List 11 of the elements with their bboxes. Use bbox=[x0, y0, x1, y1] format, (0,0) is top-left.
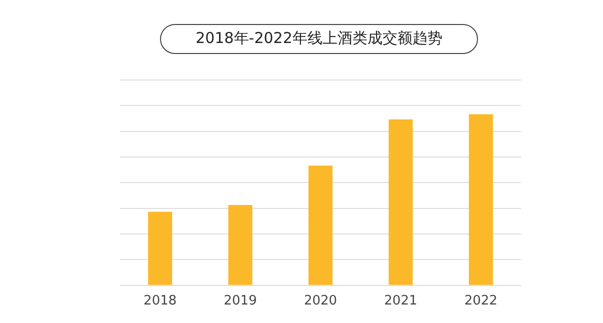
bar bbox=[148, 212, 172, 285]
x-tick-label: 2018 bbox=[144, 294, 177, 309]
chart-title: 2018年-2022年线上酒类成交额趋势 bbox=[160, 24, 478, 54]
x-tick-label: 2019 bbox=[224, 294, 257, 309]
bar bbox=[308, 166, 333, 285]
x-tick-label: 2021 bbox=[384, 294, 418, 309]
bar bbox=[228, 204, 252, 285]
bar bbox=[468, 114, 493, 285]
x-tick-label: 2020 bbox=[304, 294, 338, 309]
x-tick-label: 2022 bbox=[464, 294, 498, 309]
bar bbox=[388, 119, 413, 285]
